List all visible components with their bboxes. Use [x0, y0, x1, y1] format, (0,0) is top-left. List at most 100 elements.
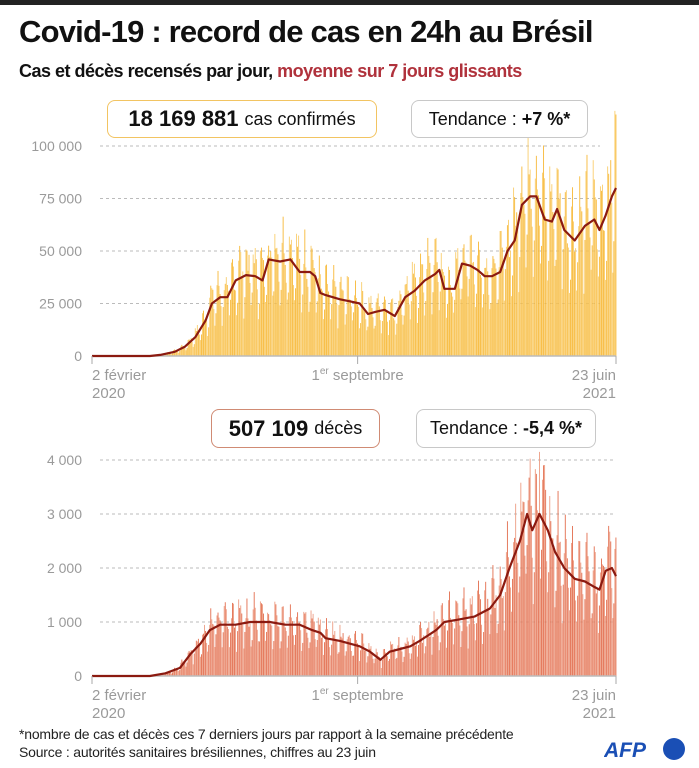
deaths-daily-bar [447, 630, 448, 676]
deaths-daily-bar [256, 629, 258, 676]
cases-daily-bar [183, 347, 185, 356]
deaths-daily-bar [507, 557, 509, 676]
deaths-daily-bar [437, 635, 439, 676]
cases-daily-bar [301, 312, 303, 356]
cases-daily-bar [586, 154, 588, 356]
cases-daily-bar [607, 166, 609, 356]
deaths-daily-bar [460, 646, 462, 676]
deaths-xtick-label: 2 février [92, 687, 146, 704]
deaths-daily-bar [449, 591, 450, 676]
deaths-daily-bar [609, 531, 611, 676]
deaths-daily-bar [444, 623, 446, 676]
deaths-daily-bar [375, 648, 377, 676]
cases-daily-bar [606, 260, 608, 356]
cases-daily-bar [413, 263, 415, 356]
deaths-daily-bar [394, 648, 396, 676]
cases-daily-bar [234, 289, 235, 356]
deaths-daily-bar [528, 477, 530, 676]
cases-daily-bar [496, 303, 498, 356]
deaths-daily-bar [277, 626, 279, 676]
deaths-daily-bar [542, 479, 543, 676]
deaths-daily-bar [376, 652, 378, 676]
deaths-daily-bar [514, 537, 516, 676]
cases-daily-bar [366, 330, 368, 356]
cases-daily-bar [378, 306, 380, 356]
deaths-daily-bar [297, 612, 299, 676]
cases-daily-bar [280, 289, 282, 356]
deaths-daily-bar [604, 567, 605, 676]
deaths-daily-bar [305, 612, 307, 676]
deaths-daily-bar [398, 637, 400, 676]
cases-daily-bar [572, 187, 573, 356]
deaths-daily-bar [168, 671, 170, 676]
deaths-daily-bar [393, 650, 395, 676]
deaths-daily-bar [346, 639, 348, 676]
deaths-daily-bar [293, 635, 294, 676]
deaths-daily-bar [579, 541, 581, 676]
cases-daily-bar [307, 286, 309, 356]
deaths-daily-bar [286, 647, 288, 676]
deaths-total-label: décès [314, 418, 363, 438]
cases-daily-bar [430, 277, 432, 356]
cases-daily-bar [578, 226, 580, 356]
cases-daily-bar [282, 216, 284, 356]
cases-daily-bar [403, 315, 405, 356]
deaths-daily-bar [412, 639, 414, 676]
cases-daily-bar [509, 257, 510, 356]
deaths-daily-bar [236, 651, 238, 676]
cases-daily-bar [591, 245, 593, 356]
cases-daily-bar [450, 284, 451, 356]
deaths-daily-bar [406, 637, 408, 676]
deaths-daily-bar [511, 611, 512, 676]
cases-daily-bar [238, 260, 240, 356]
cases-daily-bar [505, 246, 507, 356]
deaths-daily-bar [324, 642, 325, 676]
cases-daily-bar [447, 303, 448, 356]
cases-daily-bar [388, 335, 389, 356]
cases-xtick-year-label: 2021 [583, 385, 616, 402]
deaths-daily-bar [558, 542, 560, 676]
deaths-daily-bar [489, 634, 491, 676]
cases-daily-bar [610, 160, 612, 356]
cases-daily-bar [209, 297, 211, 356]
cases-daily-bar [409, 319, 411, 356]
deaths-daily-bar [422, 642, 424, 676]
cases-daily-bar [490, 303, 492, 356]
deaths-daily-bar [340, 636, 342, 676]
deaths-daily-bar [175, 669, 177, 676]
cases-daily-bar [264, 286, 265, 356]
deaths-daily-bar [390, 641, 392, 676]
cases-daily-bar [372, 317, 374, 356]
cases-daily-bar [574, 251, 576, 356]
cases-daily-bar [356, 297, 357, 356]
deaths-daily-bar [366, 662, 368, 676]
cases-daily-bar [417, 322, 418, 356]
deaths-daily-bar [416, 642, 417, 676]
cases-daily-bar [489, 309, 491, 356]
deaths-daily-bar [525, 573, 527, 676]
deaths-daily-bar [301, 650, 303, 676]
deaths-daily-bar [327, 629, 329, 676]
footnote: *nombre de cas et décès ces 7 derniers j… [19, 726, 514, 742]
deaths-daily-bar [431, 654, 433, 676]
deaths-daily-bar [438, 650, 440, 676]
deaths-daily-bar [379, 658, 381, 676]
deaths-xtick-year-label: 2020 [92, 705, 125, 722]
cases-daily-bar [411, 261, 413, 356]
cases-daily-bar [386, 310, 387, 356]
deaths-daily-bar [478, 580, 479, 676]
cases-daily-bar [317, 278, 319, 356]
deaths-daily-bar [486, 608, 488, 676]
deaths-daily-bar [490, 614, 492, 676]
cases-daily-bar [179, 350, 181, 356]
cases-daily-bar [455, 252, 457, 356]
cases-daily-bar [523, 204, 525, 356]
cases-xtick-label: 2 février [92, 367, 146, 384]
cases-ytick-label: 0 [74, 348, 82, 364]
deaths-daily-bar [315, 646, 317, 676]
deaths-daily-bar [332, 621, 334, 676]
cases-daily-bar [544, 178, 546, 356]
deaths-daily-bar [341, 638, 343, 676]
deaths-daily-bar [183, 661, 185, 676]
cases-total-value: 18 169 881 [128, 106, 239, 131]
